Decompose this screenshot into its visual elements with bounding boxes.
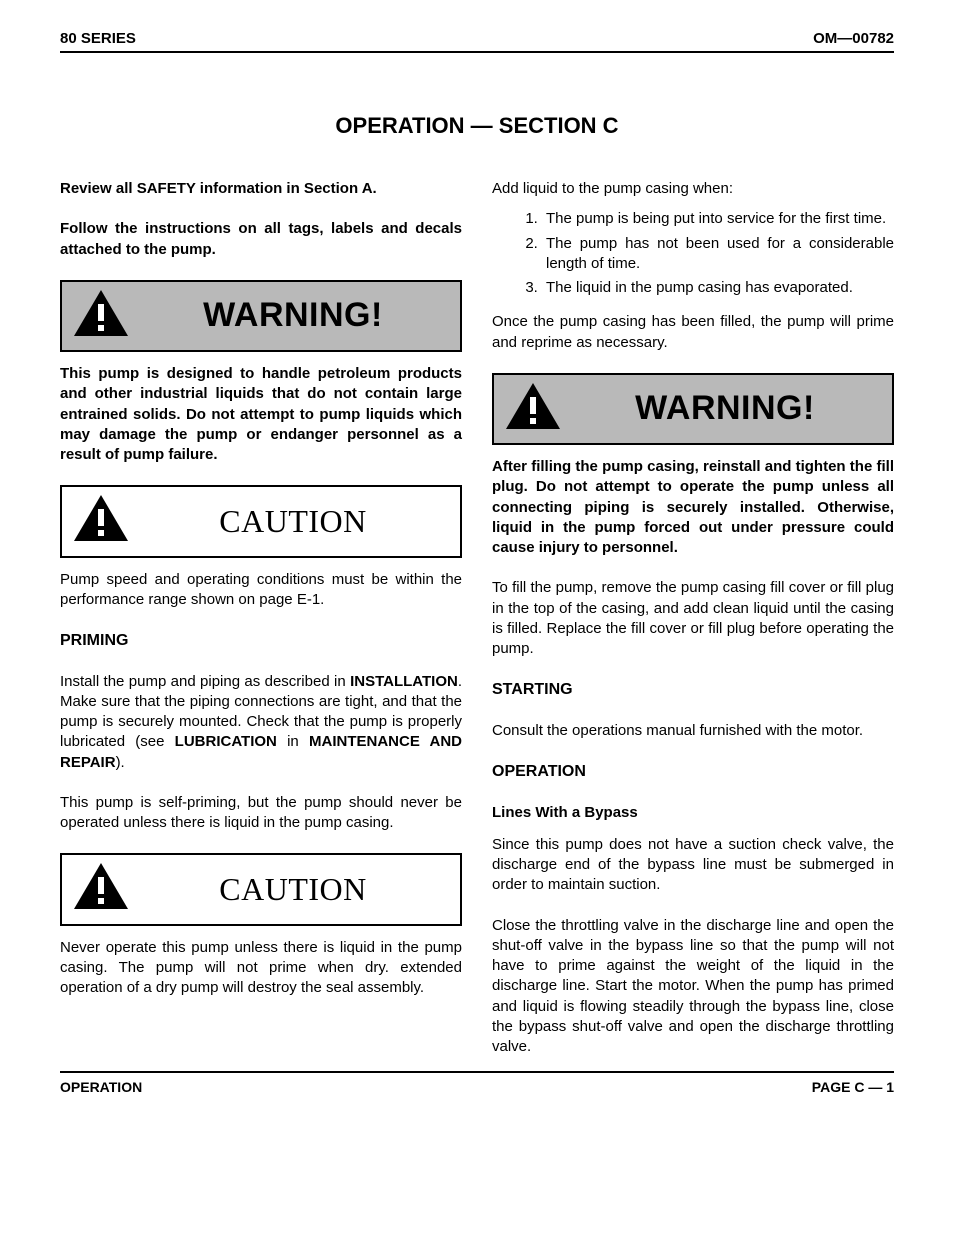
add-liquid-list: The pump is being put into service for t…	[492, 209, 894, 298]
add-liquid-intro: Add liquid to the pump casing when:	[492, 179, 894, 199]
caution-2-text: Never operate this pump unless there is …	[60, 938, 462, 999]
content-columns: Review all SAFETY information in Section…	[60, 179, 894, 1057]
bypass-paragraph-2: Close the throttling valve in the discha…	[492, 916, 894, 1058]
footer-right: PAGE C — 1	[812, 1079, 894, 1095]
list-item: The liquid in the pump casing has evapor…	[542, 278, 894, 298]
warning-1-text: This pump is designed to handle petroleu…	[60, 364, 462, 465]
starting-heading: STARTING	[492, 679, 894, 701]
starting-paragraph: Consult the operations manual furnished …	[492, 721, 894, 741]
warning-label: WARNING!	[144, 293, 442, 339]
warning-2-text: After filling the pump casing, reinstall…	[492, 457, 894, 558]
intro-tags: Follow the instructions on all tags, lab…	[60, 219, 462, 260]
priming-paragraph-1: Install the pump and piping as described…	[60, 672, 462, 773]
caution-1-text: Pump speed and operating conditions must…	[60, 570, 462, 611]
caution-box-1: CAUTION	[60, 485, 462, 557]
operation-heading: OPERATION	[492, 761, 894, 783]
list-item: The pump is being put into service for t…	[542, 209, 894, 229]
warning-label: WARNING!	[576, 386, 874, 432]
priming-paragraph-2: This pump is self-priming, but the pump …	[60, 793, 462, 834]
list-item: The pump has not been used for a conside…	[542, 234, 894, 275]
caution-label: CAUTION	[144, 500, 442, 543]
page-header: 80 SERIES OM—00782	[60, 30, 894, 53]
warning-triangle-icon	[72, 288, 130, 344]
caution-box-2: CAUTION	[60, 853, 462, 925]
priming-p1-d: LUBRICATION	[175, 733, 277, 750]
priming-p1-b: INSTALLATION	[350, 673, 458, 690]
warning-triangle-icon	[504, 381, 562, 437]
to-fill-paragraph: To fill the pump, remove the pump casing…	[492, 578, 894, 659]
bypass-heading: Lines With a Bypass	[492, 803, 894, 823]
priming-p1-g: ).	[116, 754, 125, 771]
caution-triangle-icon	[72, 493, 130, 549]
intro-safety: Review all SAFETY information in Section…	[60, 179, 462, 199]
caution-label: CAUTION	[144, 868, 442, 911]
right-column: Add liquid to the pump casing when: The …	[492, 179, 894, 1057]
bypass-paragraph-1: Since this pump does not have a suction …	[492, 835, 894, 896]
priming-p1-e: in	[277, 733, 309, 750]
page-footer: OPERATION PAGE C — 1	[60, 1071, 894, 1095]
priming-p1-a: Install the pump and piping as described…	[60, 673, 350, 690]
left-column: Review all SAFETY information in Section…	[60, 179, 462, 1057]
section-title: OPERATION — SECTION C	[60, 113, 894, 139]
caution-triangle-icon	[72, 861, 130, 917]
header-left: 80 SERIES	[60, 30, 136, 47]
warning-box-2: WARNING!	[492, 373, 894, 445]
footer-left: OPERATION	[60, 1079, 142, 1095]
priming-heading: PRIMING	[60, 630, 462, 652]
header-right: OM—00782	[813, 30, 894, 47]
once-filled-paragraph: Once the pump casing has been filled, th…	[492, 312, 894, 353]
warning-box-1: WARNING!	[60, 280, 462, 352]
